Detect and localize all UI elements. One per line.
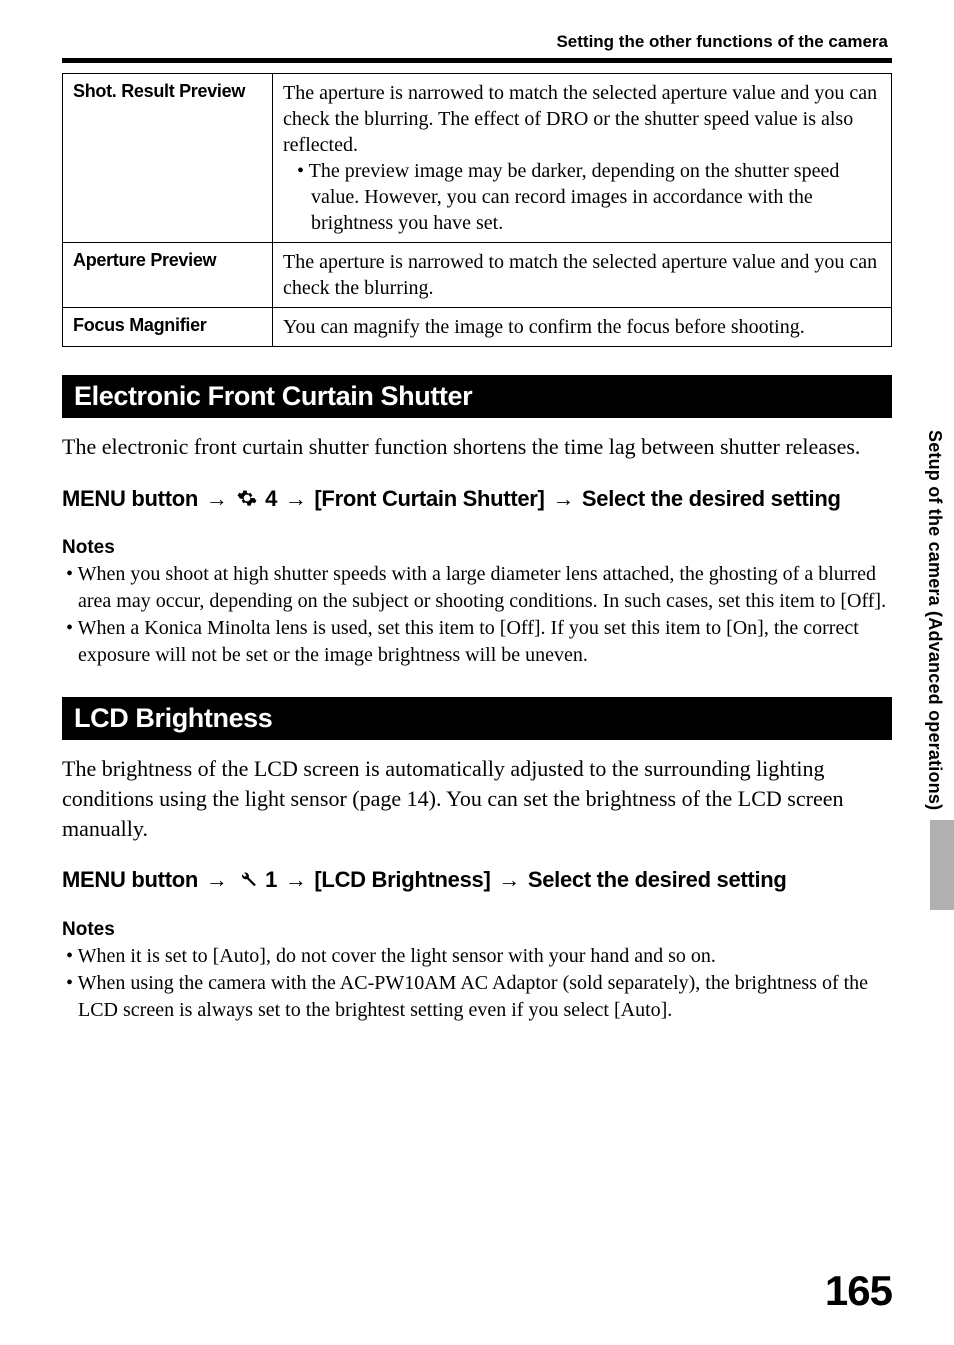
menu-item: [LCD Brightness] [314,867,490,892]
bullet-text: The preview image may be darker, dependi… [309,160,840,234]
side-tab: Setup of the camera (Advanced operations… [916,420,954,920]
menu-path-efcs: MENU button → 4 → [Front Curtain Shutter… [62,484,892,516]
section-header: Setting the other functions of the camer… [62,32,892,63]
note-text: When using the camera with the AC-PW10AM… [78,972,868,1021]
table-row: Aperture Preview The aperture is narrowe… [63,243,892,308]
note-text: When a Konica Minolta lens is used, set … [78,617,859,666]
note-item: • When using the camera with the AC-PW10… [62,970,892,1024]
notes-heading: Notes [62,537,892,559]
row-desc: The aperture is narrowed to match the se… [273,243,892,308]
section-body-lcd: The brightness of the LCD screen is auto… [62,754,892,843]
wrench-icon [237,867,257,897]
row-label: Shot. Result Preview [63,74,273,243]
side-tab-marker [930,820,954,910]
note-text: When you shoot at high shutter speeds wi… [78,563,886,612]
bullet-glyph: • [66,617,73,639]
menu-suffix: Select the desired setting [528,867,787,892]
bullet-glyph: • [66,563,73,585]
menu-tab-number: 4 [265,486,277,511]
arrow-icon: → [496,867,522,892]
row-desc: The aperture is narrowed to match the se… [273,74,892,243]
side-tab-label: Setup of the camera (Advanced operations… [924,430,945,810]
page-number: 165 [825,1267,892,1315]
bullet-glyph: • [66,945,73,967]
bullet-glyph: • [66,972,73,994]
menu-prefix: MENU button [62,486,198,511]
row-desc-text: The aperture is narrowed to match the se… [283,82,877,156]
menu-prefix: MENU button [62,867,198,892]
section-heading-efcs: Electronic Front Curtain Shutter [62,375,892,418]
menu-item: [Front Curtain Shutter] [314,486,544,511]
table-row: Shot. Result Preview The aperture is nar… [63,74,892,243]
note-item: • When it is set to [Auto], do not cover… [62,943,892,970]
arrow-icon: → [204,486,230,511]
arrow-icon: → [550,486,576,511]
arrow-icon: → [283,867,309,892]
gear-icon [237,486,257,516]
preview-feature-table: Shot. Result Preview The aperture is nar… [62,73,892,347]
notes-list-efcs: • When you shoot at high shutter speeds … [62,561,892,669]
note-item: • When a Konica Minolta lens is used, se… [62,615,892,669]
arrow-icon: → [204,867,230,892]
arrow-icon: → [283,486,309,511]
menu-suffix: Select the desired setting [582,486,841,511]
row-desc: You can magnify the image to confirm the… [273,308,892,347]
section-body-efcs: The electronic front curtain shutter fun… [62,432,892,462]
section-heading-lcd: LCD Brightness [62,697,892,740]
row-label: Aperture Preview [63,243,273,308]
menu-tab-number: 1 [265,867,277,892]
note-text: When it is set to [Auto], do not cover t… [78,945,716,967]
bullet-glyph: • [297,160,304,182]
notes-heading: Notes [62,919,892,941]
row-bullet: • The preview image may be darker, depen… [283,158,881,236]
table-row: Focus Magnifier You can magnify the imag… [63,308,892,347]
notes-list-lcd: • When it is set to [Auto], do not cover… [62,943,892,1024]
row-label: Focus Magnifier [63,308,273,347]
menu-path-lcd: MENU button → 1 → [LCD Brightness] → Sel… [62,865,892,897]
note-item: • When you shoot at high shutter speeds … [62,561,892,615]
